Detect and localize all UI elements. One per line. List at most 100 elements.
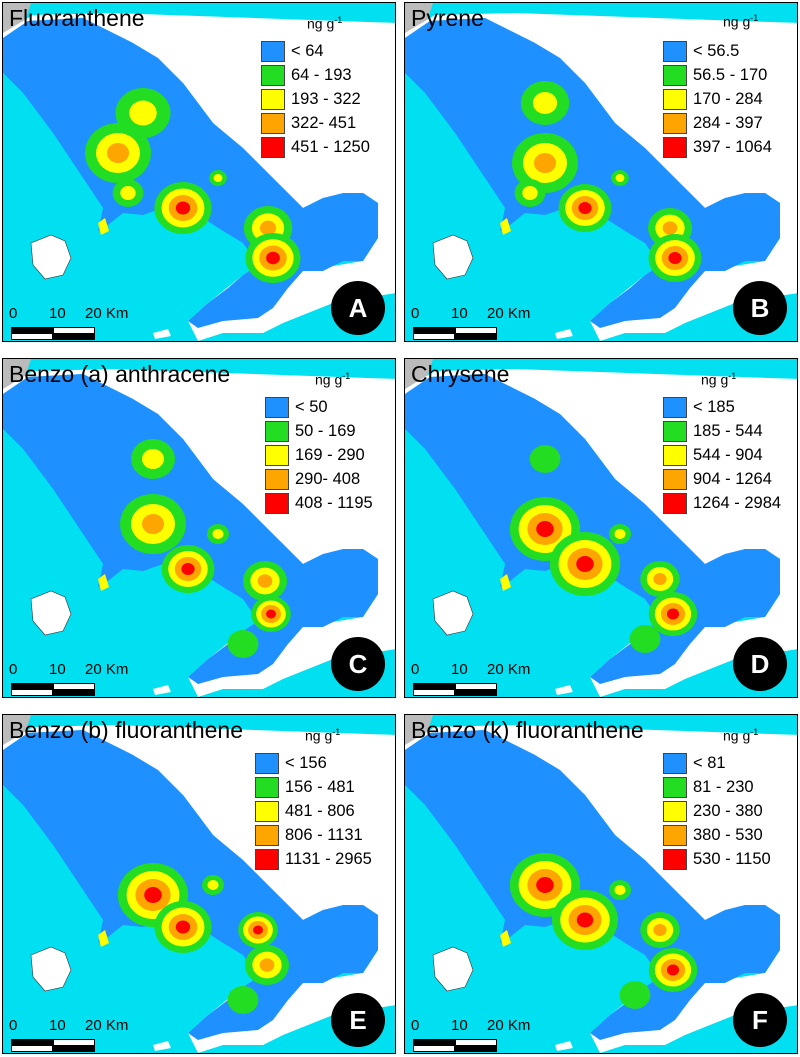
- contamination-zone: [666, 964, 680, 976]
- corner-land: [3, 359, 31, 389]
- legend-unit: ng g-1: [315, 371, 350, 388]
- legend-swatch: [255, 825, 279, 846]
- land-outside-region: [405, 13, 797, 341]
- land-outside-region: [405, 369, 797, 697]
- contamination-zone: [629, 625, 661, 653]
- legend-swatch: [663, 469, 687, 490]
- contamination-zone: [212, 529, 224, 539]
- legend-swatch: [663, 65, 687, 86]
- legend-swatch: [265, 493, 289, 514]
- scale-bar: 0 10 20 Km: [9, 661, 149, 697]
- legend-label: 56.5 - 170: [693, 66, 768, 84]
- scale-label-10: 10: [49, 305, 66, 322]
- island: [432, 234, 474, 280]
- legend-label: < 64: [291, 42, 324, 60]
- sea-inlet: [405, 785, 505, 945]
- scale-label-10: 10: [451, 1017, 468, 1034]
- island: [432, 590, 474, 636]
- island: [432, 946, 474, 992]
- legend-label: 81 - 230: [693, 778, 754, 796]
- coastline-hotspot: [500, 574, 511, 591]
- scale-label-20: 20 Km: [487, 305, 531, 322]
- contamination-zone: [614, 885, 626, 895]
- contamination-zone: [666, 608, 680, 620]
- scale-label-0: 0: [9, 661, 18, 678]
- scale-segment: [413, 689, 455, 696]
- legend-label: 156 - 481: [285, 778, 355, 796]
- coastline-hotspot: [98, 218, 109, 235]
- legend-swatch: [261, 137, 285, 158]
- contamination-zone: [213, 174, 223, 182]
- land-outside-region: [3, 13, 395, 341]
- panel-title: Benzo (b) fluoranthene: [9, 717, 243, 743]
- scale-label-10: 10: [49, 661, 66, 678]
- scale-label-0: 0: [9, 1017, 18, 1034]
- legend-label: < 56.5: [693, 42, 740, 60]
- legend-swatch: [663, 137, 687, 158]
- contamination-zone: [266, 609, 276, 619]
- legend-swatch: [265, 397, 289, 418]
- panel-title: Pyrene: [411, 5, 484, 31]
- unit-exponent: -1: [342, 371, 351, 381]
- contamination-zone: [578, 202, 592, 214]
- legend-label: 530 - 1150: [693, 850, 771, 868]
- scale-bar: 0 10 20 Km: [411, 661, 551, 697]
- legend-swatch: [663, 421, 687, 442]
- land-outside-region: [405, 725, 797, 1053]
- panel-title: Chrysene: [411, 361, 510, 387]
- sea-inlet: [3, 785, 103, 945]
- panel-title: Fluoranthene: [9, 5, 145, 31]
- legend-swatch: [663, 41, 687, 62]
- panel-badge: D: [733, 637, 787, 691]
- legend-label: < 185: [693, 398, 735, 416]
- legend-swatch: [663, 825, 687, 846]
- corner-land: [405, 359, 433, 389]
- contamination-zone: [142, 449, 164, 469]
- contamination-zone: [107, 143, 129, 163]
- unit-text: ng g: [305, 727, 333, 744]
- contamination-zone: [534, 153, 556, 173]
- contamination-zone: [529, 445, 561, 473]
- legend-label: 397 - 1064: [693, 138, 772, 156]
- contamination-zone: [207, 880, 219, 890]
- legend-label: < 50: [295, 398, 328, 416]
- legend-swatch: [261, 113, 285, 134]
- legend-swatch: [663, 849, 687, 870]
- small-island: [153, 1041, 171, 1051]
- scale-label-20: 20 Km: [85, 305, 129, 322]
- contamination-zone: [615, 174, 625, 182]
- land-outside-region: [3, 725, 395, 1053]
- contamination-zone: [257, 574, 273, 588]
- legend-swatch: [261, 89, 285, 110]
- map-svg: [405, 359, 797, 697]
- legend-label: 408 - 1195: [295, 494, 373, 512]
- scale-segment: [11, 333, 53, 340]
- scale-bar: 0 10 20 Km: [9, 1017, 149, 1053]
- scale-label-20: 20 Km: [487, 1017, 531, 1034]
- legend-label: 169 - 290: [295, 446, 365, 464]
- unit-text: ng g: [723, 13, 751, 30]
- coastline-hotspot: [98, 574, 109, 591]
- legend-label: 451 - 1250: [291, 138, 370, 156]
- scale-bar: 0 10 20 Km: [9, 305, 149, 341]
- legend-label: 170 - 284: [693, 90, 763, 108]
- legend-swatch: [261, 41, 285, 62]
- unit-exponent: -1: [728, 371, 737, 381]
- map-panel-a: Fluoranthene ng g-1 < 64 64 - 193 193 - 322 3…: [2, 2, 396, 342]
- contamination-zone: [662, 221, 678, 235]
- scale-label-0: 0: [411, 1017, 420, 1034]
- panel-badge: F: [733, 993, 787, 1047]
- sea-inlet: [3, 429, 103, 589]
- contamination-zone: [668, 252, 682, 264]
- contamination-zone: [532, 92, 558, 114]
- contamination-zone: [175, 920, 191, 934]
- legend-unit: ng g-1: [701, 371, 736, 388]
- scale-label-0: 0: [9, 305, 18, 322]
- legend-swatch: [663, 753, 687, 774]
- unit-exponent: -1: [750, 727, 759, 737]
- contamination-zone: [259, 958, 275, 972]
- scale-segment: [455, 333, 497, 340]
- corner-land: [405, 715, 433, 745]
- scale-segment: [53, 1045, 95, 1052]
- panel-title: Benzo (k) fluoranthene: [411, 717, 644, 743]
